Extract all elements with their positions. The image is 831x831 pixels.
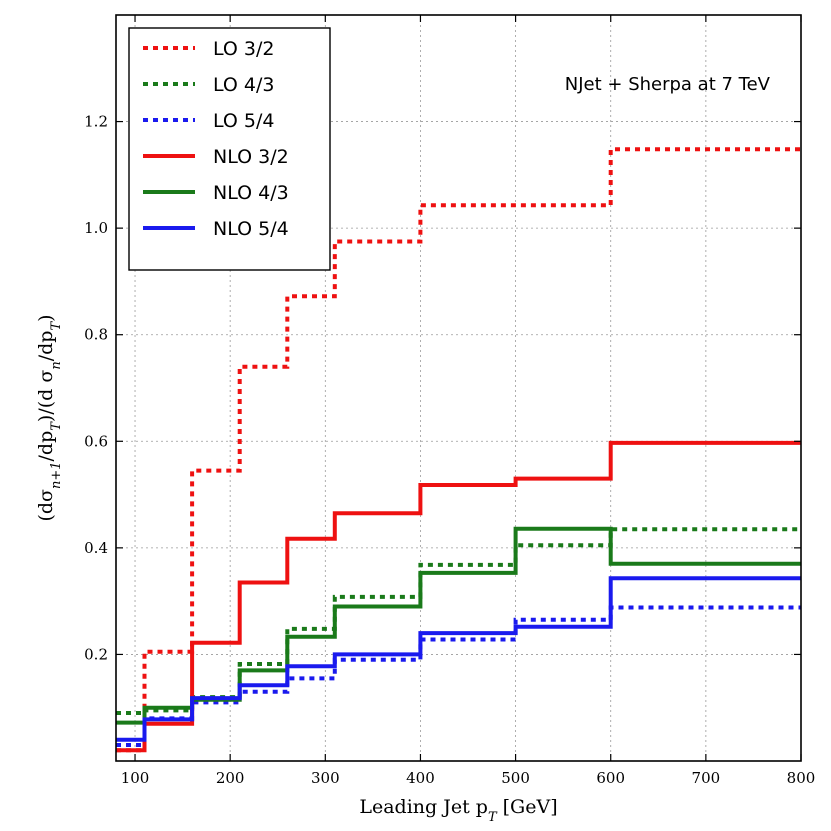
x-tick-label: 600: [596, 769, 625, 787]
y-tick-label: 0.6: [84, 432, 108, 450]
legend-label: NLO 5/4: [213, 218, 289, 240]
y-axis-label: (dσn+1/dpT)/(d σn/dpT): [35, 314, 64, 521]
legend-label: LO 4/3: [213, 74, 274, 96]
x-tick-label: 300: [311, 769, 340, 787]
y-tick-label: 0.4: [84, 539, 108, 557]
series-line-nlo-4-3: [116, 526, 801, 725]
legend-label: LO 3/2: [213, 38, 274, 60]
legend-label: NLO 4/3: [213, 182, 289, 204]
x-axis-label: Leading Jet pT [GeV]: [359, 796, 557, 825]
series-line-lo-5-4: [116, 605, 801, 747]
plot-frame: [115, 14, 802, 762]
series-line-nlo-5-4: [116, 576, 801, 742]
ticks: 100 200 300 400 500 600 700 800 0.2 0.4 0.6 0.8 1.0 1…: [84, 15, 815, 787]
legend: LO 3/2 LO 4/3 LO 5/4 NLO 3/2 NLO 4/3 NLO 5/4: [128, 27, 331, 271]
x-tick-label: 100: [121, 769, 150, 787]
legend-label: LO 5/4: [213, 110, 274, 132]
legend-label: NLO 3/2: [213, 146, 289, 168]
y-tick-label: 0.2: [84, 645, 108, 663]
chart-annotation: NJet + Sherpa at 7 TeV: [565, 74, 771, 95]
x-tick-label: 700: [692, 769, 721, 787]
y-tick-label: 1.0: [84, 219, 108, 237]
x-tick-label: 400: [406, 769, 435, 787]
series-line-lo-4-3: [116, 527, 801, 715]
series-layer: [116, 147, 801, 753]
x-tick-label: 800: [787, 769, 816, 787]
x-tick-label: 200: [216, 769, 245, 787]
series-line-nlo-3-2: [116, 440, 801, 753]
x-tick-label: 500: [501, 769, 530, 787]
y-tick-label: 0.8: [84, 326, 108, 344]
y-tick-label: 1.2: [84, 113, 108, 131]
